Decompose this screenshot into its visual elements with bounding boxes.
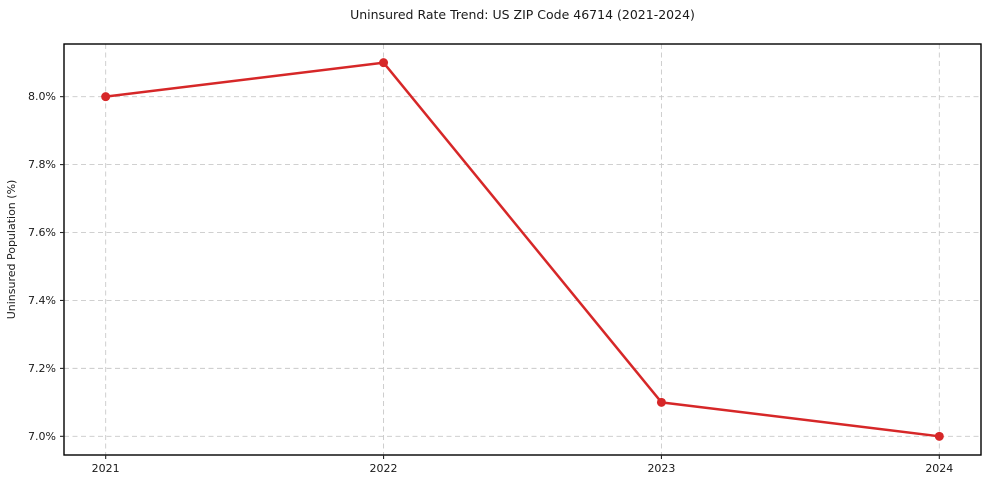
trend-line	[104, 61, 941, 438]
data-point-2023	[656, 397, 666, 407]
x-tick-label: 2024	[925, 462, 953, 475]
x-tick-label: 2021	[92, 462, 120, 475]
y-axis-label: Uninsured Population (%)	[5, 180, 18, 320]
chart-title: Uninsured Rate Trend: US ZIP Code 46714 …	[350, 7, 695, 22]
y-tick-label: 7.4%	[28, 294, 56, 307]
data-point-2022	[379, 58, 389, 68]
x-tick-label: 2022	[370, 462, 398, 475]
y-tick-label: 7.2%	[28, 362, 56, 375]
y-tick-label: 7.6%	[28, 226, 56, 239]
x-tick-label: 2023	[647, 462, 675, 475]
data-point-2024	[934, 431, 944, 441]
y-tick-label: 8.0%	[28, 90, 56, 103]
y-tick-label: 7.0%	[28, 430, 56, 443]
data-point-2021	[101, 92, 111, 102]
y-tick-label: 7.8%	[28, 158, 56, 171]
plot-border	[63, 43, 982, 456]
